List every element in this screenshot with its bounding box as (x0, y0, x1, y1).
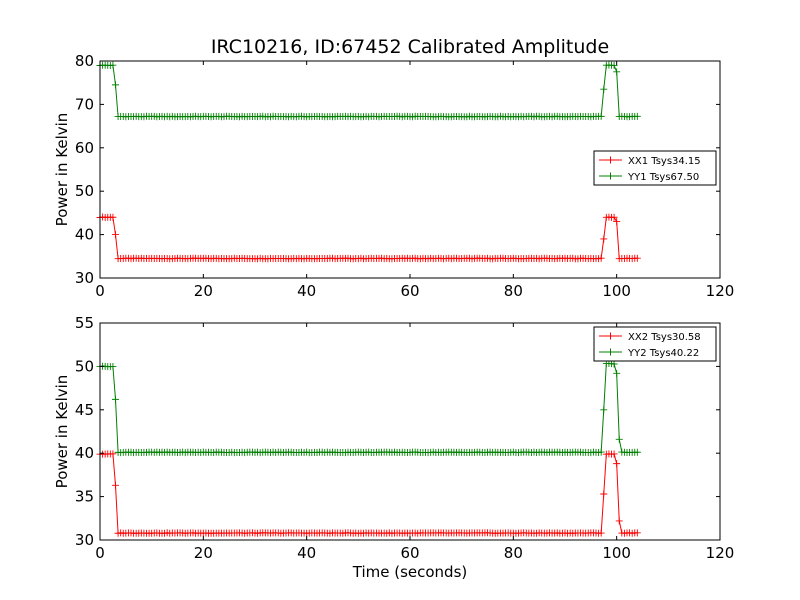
data-point-marker (597, 254, 605, 262)
legend-label-yy1: YY1 Tsys67.50 (627, 172, 699, 183)
top-plot: 0 20 40 60 80 100 120 30 40 50 60 70 80 Power in Kel… (53, 52, 734, 300)
data-point-marker (109, 363, 117, 371)
series-xx1 (96, 213, 641, 263)
bottom-plot-y-axis-label: Power in Kelvin (53, 375, 71, 489)
data-point-marker (613, 218, 621, 226)
x-tick-label: 40 (297, 544, 316, 562)
legend-marker-yy1 (607, 172, 614, 180)
bottom-plot: 0 20 40 60 80 100 120 30 35 40 45 50 55 Power in Kel… (53, 314, 734, 581)
legend-entry-yy1: YY1 Tsys67.50 (599, 172, 699, 183)
x-tick-label: 120 (706, 544, 735, 562)
y-tick-label: 40 (75, 226, 94, 244)
y-tick-label: 55 (75, 314, 94, 332)
data-point-marker (633, 112, 641, 120)
data-point-marker (610, 213, 618, 221)
x-tick-label: 40 (297, 282, 316, 300)
y-tick-label: 50 (75, 357, 94, 375)
legend-label-xx1: XX1 Tsys34.15 (628, 156, 701, 167)
bottom-plot-ticks: 0 20 40 60 80 100 120 30 35 40 45 50 55 (75, 314, 734, 562)
y-tick-label: 35 (75, 488, 94, 506)
data-point-marker (109, 450, 117, 458)
top-plot-legend-box (593, 150, 717, 186)
legend-marker-xx2 (607, 332, 614, 340)
top-plot-legend: XX1 Tsys34.15 YY1 Tsys67.50 (593, 150, 717, 186)
y-tick-label: 40 (75, 444, 94, 462)
data-point-marker (112, 395, 119, 403)
y-tick-label: 30 (75, 531, 94, 549)
y-tick-label: 30 (75, 269, 94, 287)
legend-entry-xx1: XX1 Tsys34.15 (599, 156, 701, 167)
series-yy2 (96, 360, 641, 457)
x-tick-label: 80 (504, 544, 523, 562)
top-plot-ticks: 0 20 40 60 80 100 120 30 40 50 60 70 80 (75, 52, 734, 300)
legend-label-yy2: YY2 Tsys40.22 (627, 348, 699, 359)
data-point-marker (597, 529, 605, 537)
data-point-marker (633, 448, 641, 456)
legend-marker-xx1 (607, 156, 614, 164)
x-tick-label: 80 (504, 282, 523, 300)
data-point-marker (600, 490, 608, 498)
bottom-plot-data (96, 360, 641, 537)
x-tick-label: 60 (400, 544, 419, 562)
data-point-marker (615, 435, 623, 443)
x-tick-label: 0 (95, 282, 105, 300)
top-plot-data (96, 61, 641, 263)
x-tick-label: 20 (194, 282, 213, 300)
x-tick-label: 0 (95, 544, 105, 562)
legend-entry-xx2: XX2 Tsys30.58 (599, 332, 701, 343)
data-point-marker (610, 360, 618, 368)
figure-title: IRC10216, ID:67452 Calibrated Amplitude (211, 36, 609, 58)
data-point-marker (610, 61, 618, 69)
series-xx2 (96, 450, 641, 537)
legend-label-xx2: XX2 Tsys30.58 (628, 332, 701, 343)
data-point-marker (600, 406, 608, 414)
data-point-marker (613, 369, 621, 377)
data-point-marker (600, 85, 608, 93)
legend-marker-yy2 (607, 348, 614, 356)
top-plot-y-axis-label: Power in Kelvin (53, 113, 71, 227)
data-point-marker (613, 460, 621, 468)
y-tick-label: 45 (75, 401, 94, 419)
x-tick-label: 100 (602, 282, 631, 300)
legend-entry-yy2: YY2 Tsys40.22 (599, 348, 699, 359)
y-tick-label: 60 (75, 139, 94, 157)
data-point-marker (610, 450, 618, 458)
y-tick-label: 50 (75, 182, 94, 200)
data-point-marker (613, 68, 621, 76)
data-point-marker (109, 61, 117, 69)
data-point-marker (633, 529, 641, 537)
data-point-marker (597, 112, 605, 120)
bottom-plot-legend-box (593, 326, 717, 362)
x-tick-label: 100 (602, 544, 631, 562)
data-point-marker (112, 231, 119, 239)
data-point-marker (615, 517, 623, 525)
y-tick-label: 80 (75, 52, 94, 70)
data-point-marker (633, 254, 641, 262)
x-tick-label: 120 (706, 282, 735, 300)
x-tick-label: 60 (400, 282, 419, 300)
data-point-marker (600, 235, 608, 243)
bottom-plot-x-axis-label: Time (seconds) (352, 563, 468, 581)
data-point-marker (112, 481, 119, 489)
data-point-marker (112, 81, 119, 89)
data-point-marker (597, 448, 605, 456)
y-tick-label: 70 (75, 95, 94, 113)
x-tick-label: 20 (194, 544, 213, 562)
series-yy1 (96, 61, 641, 121)
data-point-marker (109, 213, 117, 221)
bottom-plot-legend: XX2 Tsys30.58 YY2 Tsys40.22 (593, 326, 717, 362)
